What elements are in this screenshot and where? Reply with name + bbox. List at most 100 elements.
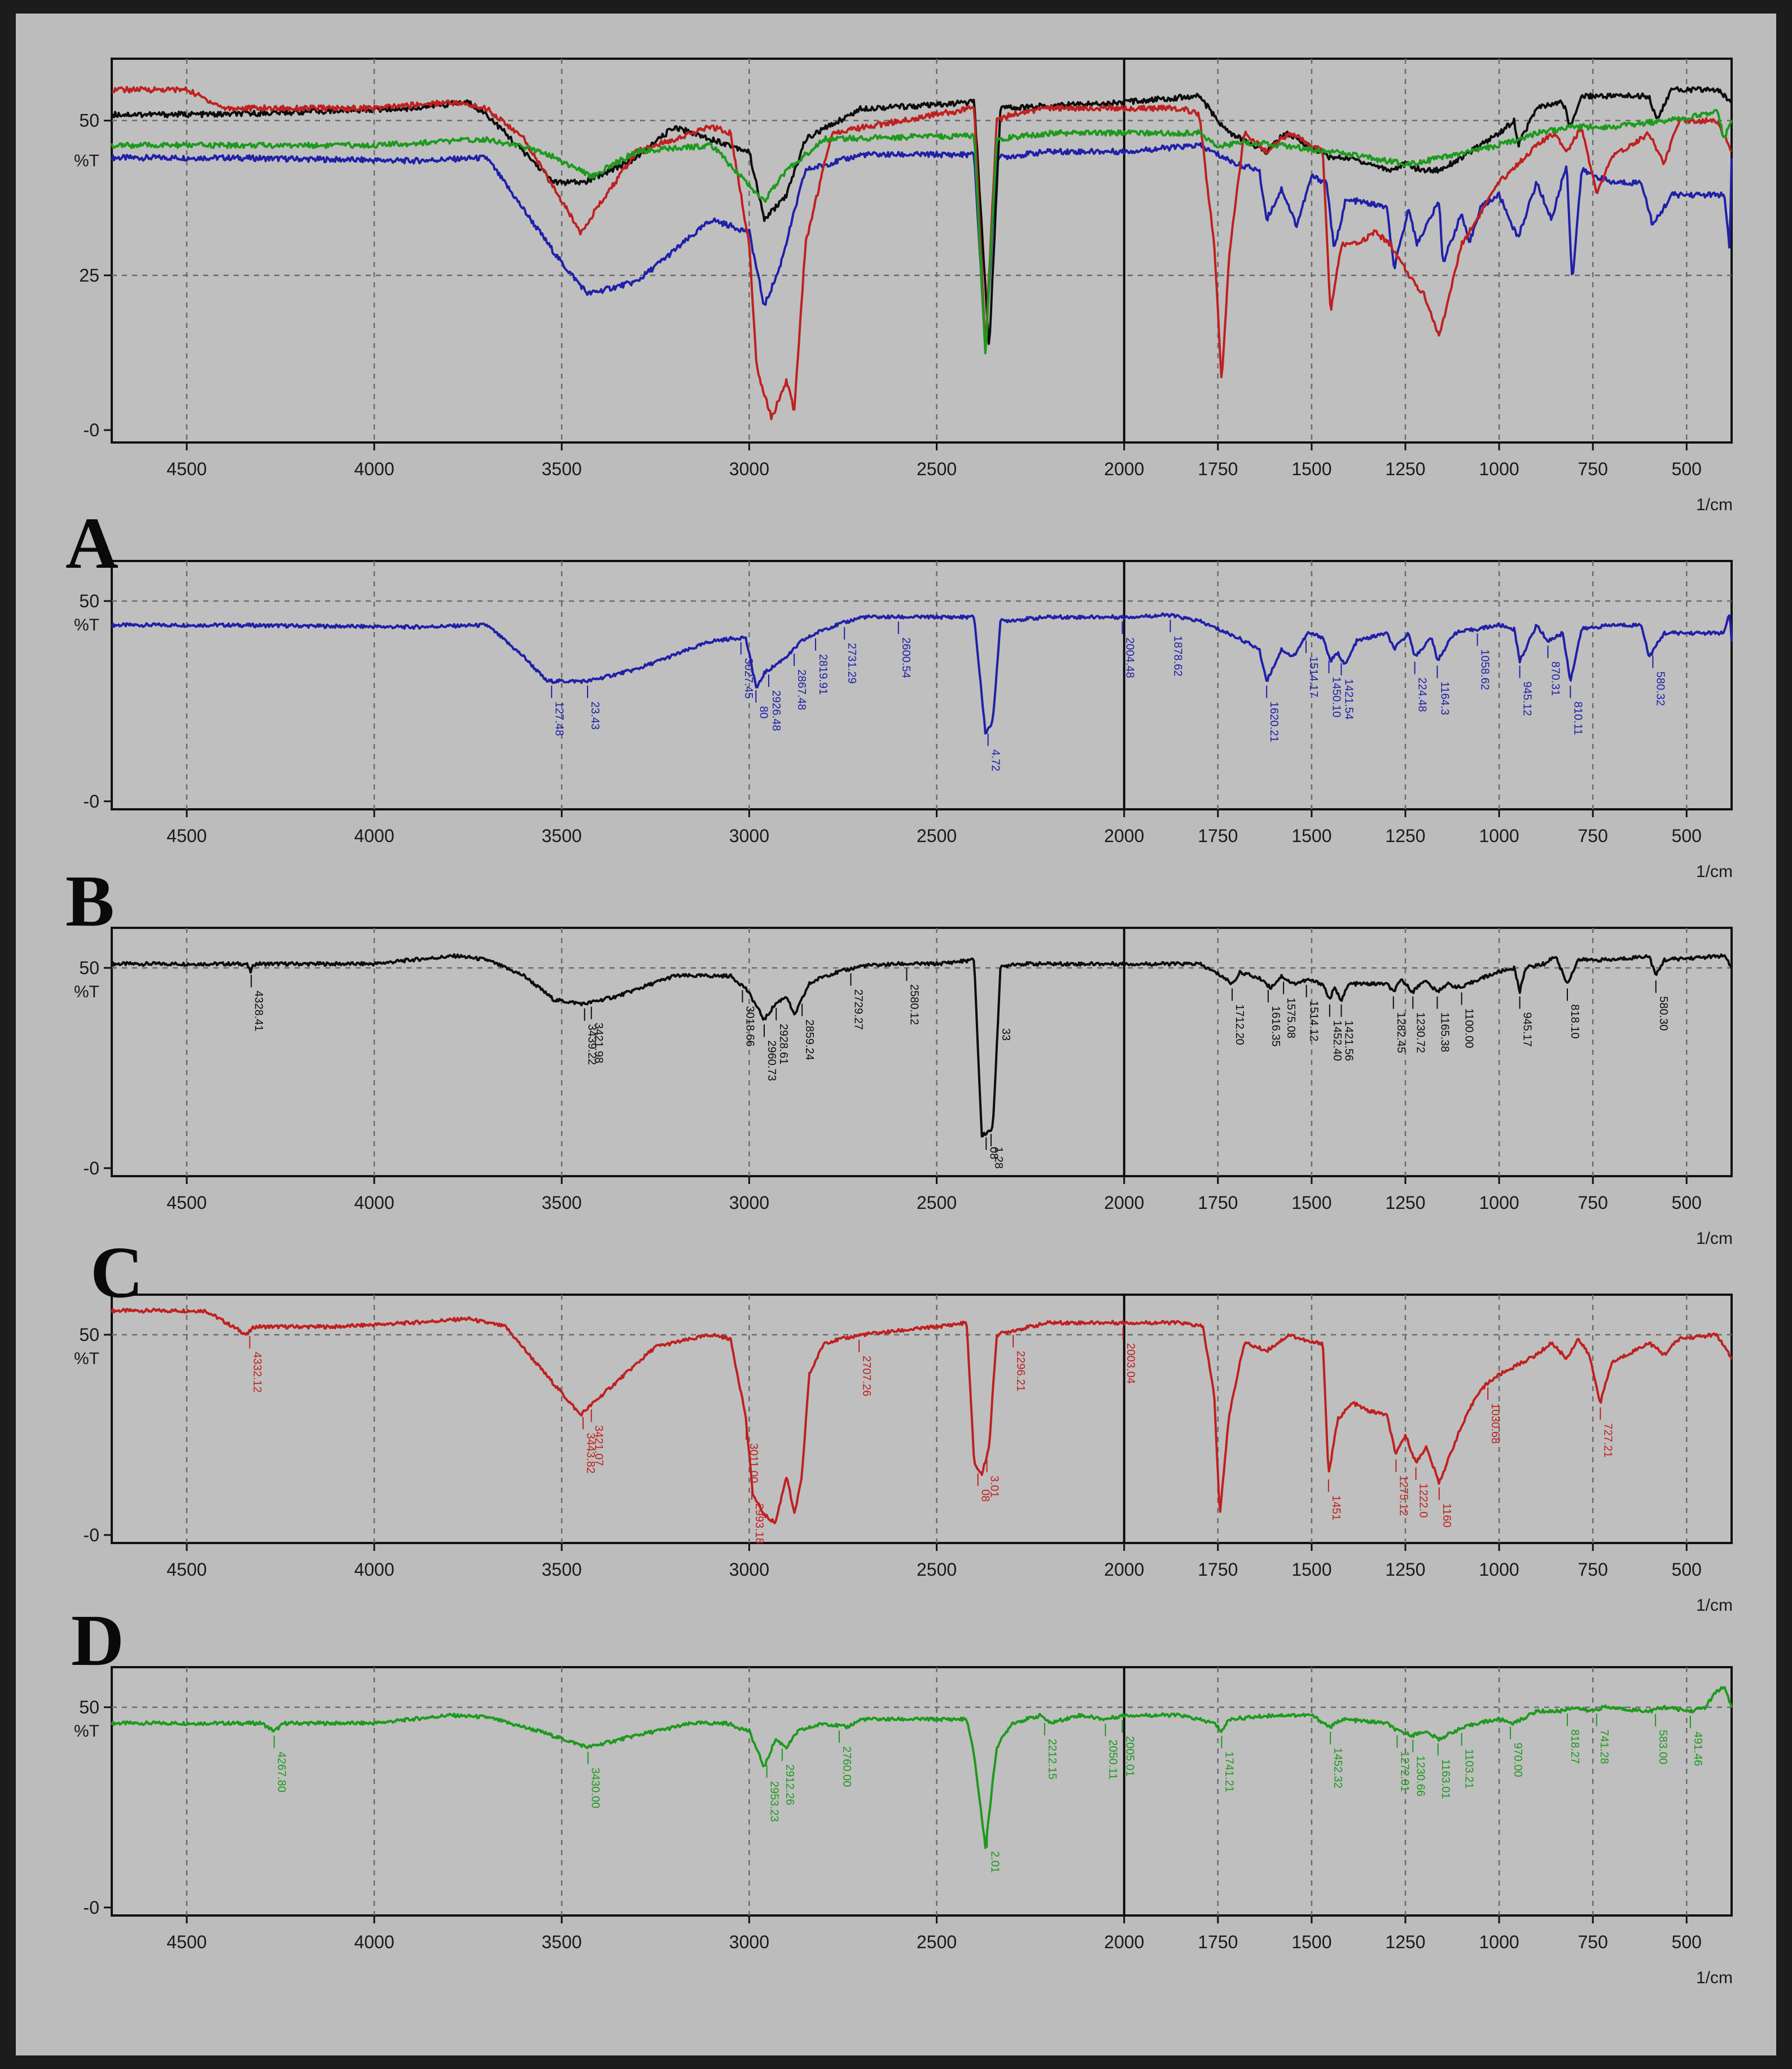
plot-frame (111, 927, 1733, 1177)
x-tick-label: 4500 (167, 826, 207, 846)
peak-label: 127.48 (553, 702, 565, 736)
peak-label: 1163.01 (1439, 1759, 1452, 1799)
x-tick-label: 2000 (1104, 1193, 1144, 1213)
x-tick-label: 750 (1578, 1932, 1607, 1952)
x-axis-unit-label: 1/cm (1696, 1596, 1733, 1615)
y-tick-label: 50 (79, 1697, 99, 1717)
peak-label: 1616.35 (1269, 1006, 1282, 1046)
y-tick-label: -0 (84, 791, 99, 812)
x-tick-label: 750 (1578, 1559, 1607, 1580)
peak-label: 818.27 (1568, 1729, 1581, 1764)
x-tick-label: 1000 (1479, 826, 1519, 846)
peak-label: 583.00 (1657, 1730, 1669, 1764)
x-tick-label: 1750 (1198, 1559, 1238, 1580)
x-tick-label: 1250 (1385, 459, 1425, 479)
x-tick-label: 1000 (1479, 459, 1519, 479)
x-tick-label: 3000 (729, 826, 769, 846)
x-tick-label: 4000 (354, 1193, 394, 1213)
x-axis-unit-label: 1/cm (1696, 1229, 1733, 1248)
panel-C: 4500 4000 3500 3000 2500 2000 1750 1500 1250 1000… (74, 1294, 1733, 1615)
x-tick-label: 750 (1578, 826, 1607, 846)
x-tick-label: 2000 (1104, 826, 1144, 846)
peak-label: 580.30 (1657, 996, 1670, 1031)
panel-label-c: C (90, 1232, 143, 1313)
peak-label: 2580.12 (908, 984, 920, 1025)
peak-label: 945.17 (1521, 1012, 1534, 1047)
plot-frame (111, 58, 1733, 444)
y-tick-label: -0 (84, 1158, 99, 1178)
peak-label: 2707.26 (860, 1356, 873, 1396)
y-axis-label: %T (74, 151, 99, 170)
panel-label-d: D (71, 1600, 124, 1681)
spectrum-line-D (111, 1686, 1733, 1849)
x-tick-label: 4500 (167, 1559, 207, 1580)
x-tick-label: 4500 (167, 459, 207, 479)
x-tick-label: 3500 (542, 1559, 582, 1580)
x-tick-label: 1250 (1385, 826, 1425, 846)
x-tick-label: 500 (1672, 459, 1702, 479)
x-tick-label: 3500 (542, 1932, 582, 1952)
y-axis-label: %T (74, 1722, 99, 1741)
peak-label: 4328.41 (252, 990, 265, 1031)
x-tick-label: 500 (1672, 826, 1702, 846)
peak-label: 970.00 (1511, 1743, 1524, 1777)
peak-label: 945.12 (1521, 681, 1534, 716)
peak-label: 1230.66 (1414, 1756, 1426, 1796)
x-tick-label: 3000 (729, 1193, 769, 1213)
peak-label: 1160 (1440, 1503, 1453, 1528)
x-tick-label: 4000 (354, 826, 394, 846)
spectrum-line-black (111, 86, 1732, 345)
x-tick-label: 1750 (1198, 1932, 1238, 1952)
peak-label: 3439.22 (586, 1024, 598, 1065)
peak-label: 1282.45 (1395, 1012, 1407, 1053)
peak-label: 1452.40 (1331, 1020, 1343, 1061)
peak-label: 2050.11 (1107, 1739, 1119, 1779)
x-tick-label: 4500 (167, 1193, 207, 1213)
peak-label: 2731.29 (845, 643, 858, 683)
x-tick-label: 2000 (1104, 1559, 1144, 1580)
peak-label: 1878.62 (1171, 635, 1184, 676)
peak-label: 741.28 (1598, 1730, 1610, 1764)
spectrum-line-B (111, 953, 1733, 1138)
peak-label: 1450.10 (1330, 677, 1342, 717)
y-tick-label: -0 (84, 420, 99, 440)
peak-label: 1030.68 (1489, 1403, 1501, 1444)
peak-label: 08 (987, 1147, 1000, 1159)
peak-label: 2912.26 (783, 1764, 796, 1805)
x-tick-label: 2000 (1104, 459, 1144, 479)
peak-label: 1222.0 (1417, 1483, 1430, 1518)
peak-label: 1451 (1330, 1495, 1342, 1520)
plot-frame (111, 1666, 1733, 1917)
peak-label: 727.21 (1601, 1423, 1614, 1458)
x-tick-label: 750 (1578, 459, 1607, 479)
peak-label: 818.10 (1568, 1004, 1581, 1038)
peak-label: 2867.48 (795, 669, 808, 710)
x-tick-label: 500 (1672, 1559, 1702, 1580)
ftir-spectra-chart: 4500 4000 3500 3000 2500 2000 1750 1500 1250 1000… (74, 58, 1733, 1987)
peak-label: 23.43 (589, 702, 601, 730)
peak-label: 1165.38 (1438, 1012, 1451, 1053)
peak-label: 1452.32 (1331, 1747, 1344, 1788)
x-axis-unit-label: 1/cm (1696, 862, 1733, 881)
y-tick-label: 50 (79, 111, 99, 131)
peak-label: 3011.00 (747, 1443, 760, 1483)
peak-label: 870.31 (1549, 661, 1561, 696)
peak-label: 2760.00 (840, 1746, 853, 1787)
x-tick-label: 2500 (917, 459, 957, 479)
y-tick-label: 50 (79, 591, 99, 611)
x-axis-unit-label: 1/cm (1696, 1969, 1733, 1987)
spectrum-line-blue (111, 142, 1733, 351)
peak-label: 1100.00 (1463, 1008, 1475, 1048)
peak-label: 1164.3 (1438, 681, 1451, 715)
panel-B: 4500 4000 3500 3000 2500 2000 1750 1500 1250 1000… (74, 927, 1733, 1248)
x-tick-label: 500 (1672, 1932, 1702, 1952)
peak-label: 2004.48 (1123, 637, 1136, 678)
y-tick-label: -0 (84, 1525, 99, 1545)
peak-label: 3018.66 (743, 1006, 756, 1046)
peak-label: 1620.21 (1268, 702, 1280, 742)
peak-label: 2953.23 (768, 1781, 781, 1822)
y-tick-label: 25 (79, 265, 99, 286)
peak-label: 1741.21 (1223, 1752, 1235, 1792)
peak-label: 1514.12 (1308, 1001, 1320, 1041)
x-tick-label: 3500 (542, 1193, 582, 1213)
